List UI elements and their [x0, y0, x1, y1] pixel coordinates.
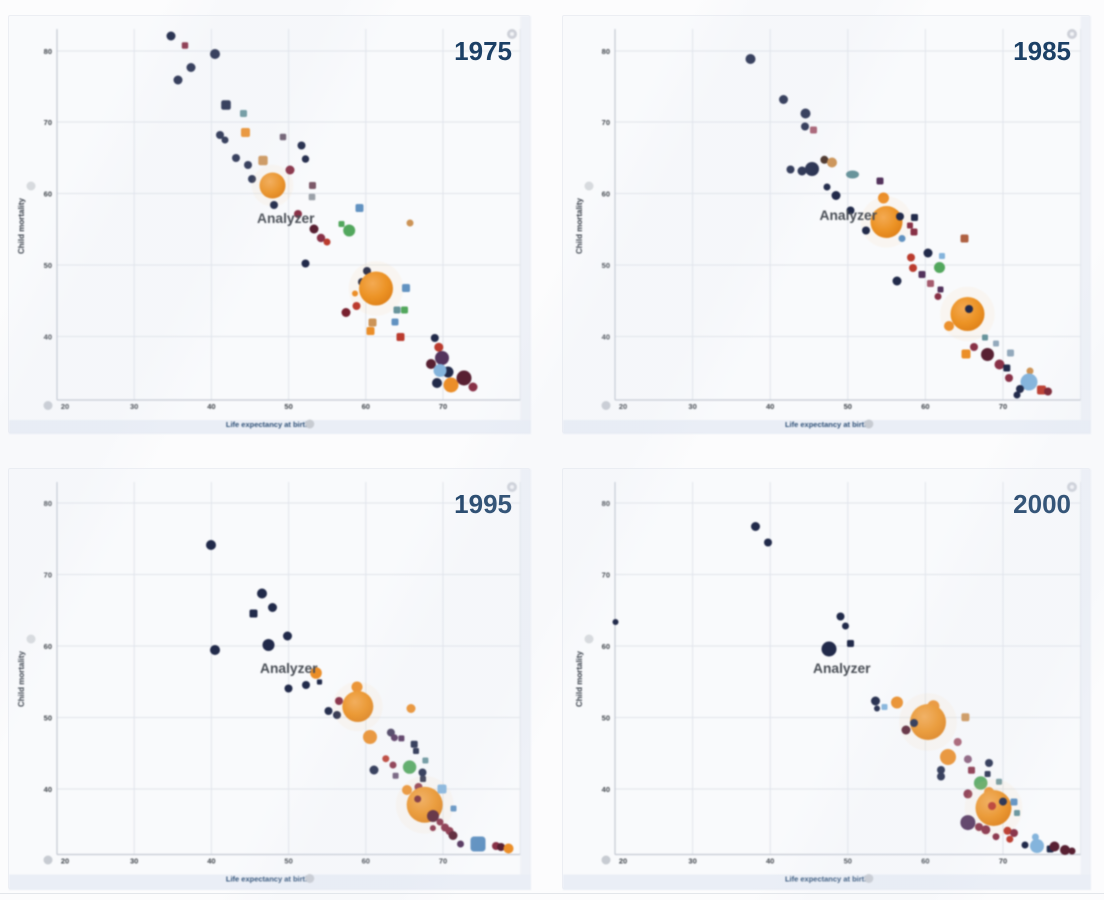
svg-text:70: 70 [602, 118, 610, 127]
svg-text:40: 40 [766, 857, 774, 866]
svg-text:60: 60 [362, 857, 370, 866]
svg-text:70: 70 [439, 857, 447, 866]
svg-text:20: 20 [61, 857, 69, 866]
svg-text:50: 50 [44, 261, 52, 270]
svg-text:Life expectancy at birth: Life expectancy at birth [785, 875, 869, 884]
svg-text:Analyzer: Analyzer [260, 661, 318, 676]
svg-text:60: 60 [602, 642, 610, 651]
svg-text:40: 40 [207, 857, 215, 866]
svg-text:20: 20 [619, 402, 627, 411]
svg-text:50: 50 [602, 714, 610, 723]
svg-text:70: 70 [999, 402, 1007, 411]
svg-text:30: 30 [688, 402, 696, 411]
svg-text:70: 70 [999, 857, 1007, 866]
svg-text:20: 20 [61, 402, 69, 411]
svg-text:60: 60 [44, 190, 52, 199]
svg-text:50: 50 [284, 857, 292, 866]
svg-text:Child mortality: Child mortality [575, 650, 584, 707]
svg-text:70: 70 [439, 402, 447, 411]
svg-text:80: 80 [602, 47, 610, 56]
svg-text:40: 40 [44, 333, 52, 342]
svg-text:70: 70 [44, 118, 52, 127]
svg-text:50: 50 [844, 857, 852, 866]
svg-text:60: 60 [44, 642, 52, 651]
svg-text:80: 80 [44, 499, 52, 508]
svg-text:Child mortality: Child mortality [17, 197, 26, 254]
svg-text:30: 30 [130, 857, 138, 866]
svg-text:40: 40 [207, 402, 215, 411]
svg-text:50: 50 [844, 402, 852, 411]
svg-text:40: 40 [44, 785, 52, 794]
svg-text:70: 70 [602, 571, 610, 580]
svg-text:Life expectancy at birth: Life expectancy at birth [785, 420, 869, 429]
svg-text:Analyzer: Analyzer [813, 661, 871, 676]
svg-text:60: 60 [921, 402, 929, 411]
svg-text:Child mortality: Child mortality [575, 197, 584, 254]
svg-text:40: 40 [602, 333, 610, 342]
svg-text:30: 30 [130, 402, 138, 411]
svg-text:40: 40 [766, 402, 774, 411]
svg-text:70: 70 [44, 571, 52, 580]
svg-text:60: 60 [602, 190, 610, 199]
svg-text:50: 50 [44, 714, 52, 723]
svg-text:50: 50 [602, 261, 610, 270]
svg-text:20: 20 [619, 857, 627, 866]
svg-text:30: 30 [688, 857, 696, 866]
svg-text:80: 80 [44, 47, 52, 56]
svg-text:40: 40 [602, 785, 610, 794]
svg-text:Child mortality: Child mortality [17, 650, 26, 707]
svg-text:60: 60 [362, 402, 370, 411]
svg-text:Life expectancy at birth: Life expectancy at birth [226, 420, 310, 429]
svg-text:50: 50 [284, 402, 292, 411]
svg-text:60: 60 [921, 857, 929, 866]
svg-text:Analyzer: Analyzer [820, 208, 878, 223]
svg-text:Life expectancy at birth: Life expectancy at birth [226, 875, 310, 884]
svg-text:Analyzer: Analyzer [257, 211, 315, 226]
svg-text:80: 80 [602, 499, 610, 508]
